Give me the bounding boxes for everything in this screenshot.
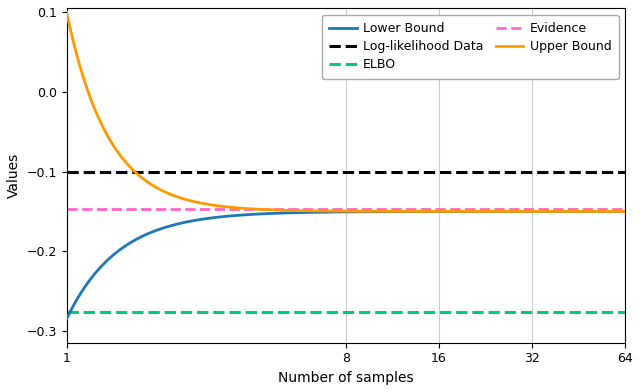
Upper Bound: [499, 209, 506, 214]
Lower Bound: [308, 210, 316, 215]
ELBO: [63, 309, 70, 314]
Lower Bound: [621, 209, 629, 214]
Log-likelihood Data: [63, 169, 70, 174]
Upper Bound: [508, 209, 516, 214]
Upper Bound: [308, 209, 316, 213]
Lower Bound: [120, 245, 127, 249]
Lower Bound: [499, 209, 506, 214]
Upper Bound: [446, 209, 454, 214]
Y-axis label: Values: Values: [7, 153, 21, 198]
Lower Bound: [289, 211, 296, 215]
Lower Bound: [63, 316, 70, 321]
Lower Bound: [508, 209, 516, 214]
Line: Lower Bound: Lower Bound: [67, 211, 625, 319]
X-axis label: Number of samples: Number of samples: [278, 371, 413, 385]
Lower Bound: [446, 209, 454, 214]
Upper Bound: [289, 208, 296, 213]
Upper Bound: [63, 10, 70, 15]
Line: Upper Bound: Upper Bound: [67, 12, 625, 211]
Evidence: [63, 207, 70, 211]
Upper Bound: [621, 209, 629, 214]
Legend: Lower Bound, Log-likelihood Data, ELBO, Evidence, Upper Bound: Lower Bound, Log-likelihood Data, ELBO, …: [322, 15, 619, 79]
Upper Bound: [120, 157, 127, 162]
